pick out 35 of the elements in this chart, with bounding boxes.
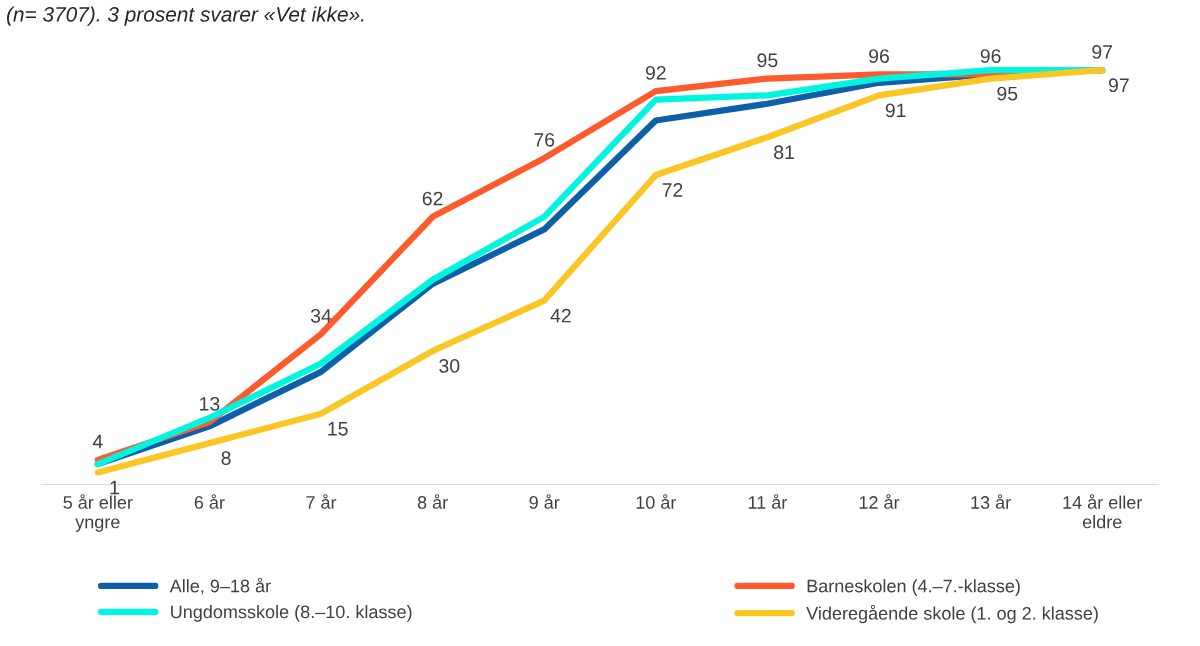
x-tick-label: 13 år [971,494,1011,509]
data-label: 92 [645,65,666,80]
data-label: 97 [1092,44,1113,59]
data-label: 8 [221,451,231,465]
data-label: 76 [534,132,555,147]
legend-label: Ungdomsskole (8.–10. klasse) [171,604,412,622]
data-label: 42 [550,308,571,323]
legend-label: Videregående skole (1. og 2. klasse) [806,604,1098,624]
chart-subtitle: (n= 3707). 3 prosent svarer «Vet ikke». [6,6,364,26]
x-tick-label: 11 år [748,494,788,509]
data-label: 34 [310,308,332,323]
x-tick-label: 8 år [417,494,448,509]
data-label: 30 [439,359,460,373]
x-tick-label: 6 år [194,494,225,509]
x-tick-label: 12 år [859,494,900,509]
data-label: 95 [757,53,778,68]
data-label: 95 [997,86,1018,101]
x-tick-label: 14 år eller eldre [1063,494,1143,529]
x-tick-label: 7 år [306,494,337,509]
data-label: 96 [980,49,1001,63]
data-label: 4 [92,434,103,449]
data-label: 96 [869,49,889,63]
data-label: 72 [662,183,683,197]
data-label: 97 [1108,78,1129,93]
legend-label: Barneskolen (4.–7.-klasse) [807,579,1020,596]
x-tick-label: 10 år [636,494,677,509]
data-label: 81 [774,145,794,160]
data-label: 15 [328,422,348,436]
data-label: 62 [422,191,443,206]
data-label: 1 [110,480,119,495]
x-tick-label: 9 år [529,494,560,509]
legend-label: Alle, 9–18 år [169,577,271,595]
data-label: 91 [885,103,906,118]
x-tick-label: 5 år eller yngre [63,494,133,532]
data-label: 13 [200,396,220,411]
